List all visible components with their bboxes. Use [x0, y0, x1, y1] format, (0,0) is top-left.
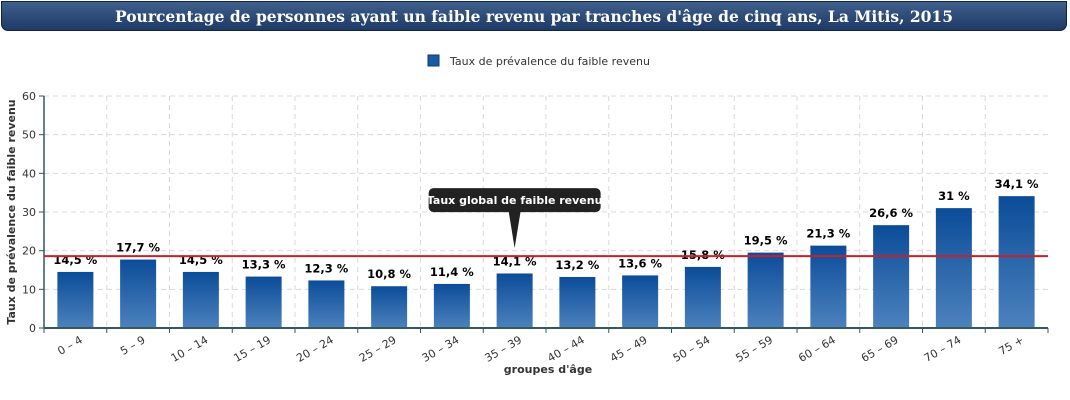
data-label: 10,8 %	[367, 267, 411, 281]
grid	[44, 95, 1048, 328]
data-label: 11,4 %	[430, 265, 474, 279]
tooltip-pointer	[508, 211, 521, 249]
data-label: 34,1 %	[995, 177, 1039, 191]
x-tick-label: 0 – 4	[55, 333, 84, 358]
bar[interactable]	[433, 283, 470, 328]
data-label: 13,3 %	[242, 258, 286, 272]
bar[interactable]	[810, 245, 847, 328]
bar[interactable]	[182, 271, 219, 328]
data-label: 13,6 %	[618, 256, 662, 270]
data-label: 26,6 %	[869, 206, 913, 220]
bar[interactable]	[622, 275, 659, 328]
chart-title: Pourcentage de personnes ayant un faible…	[114, 6, 954, 26]
x-tick-label: 10 – 14	[169, 333, 211, 365]
data-label: 12,3 %	[304, 261, 348, 275]
x-tick-label: 65 – 69	[859, 333, 901, 365]
y-tick-label: 20	[22, 245, 36, 258]
y-tick-label: 50	[22, 129, 36, 142]
bar[interactable]	[120, 259, 157, 328]
data-label: 14,1 %	[493, 254, 537, 268]
y-tick-label: 30	[22, 206, 36, 219]
x-tick-label: 75 +	[996, 333, 1026, 358]
bar[interactable]	[245, 276, 282, 328]
x-tick-label: 50 – 54	[671, 333, 713, 365]
x-tick-label: 60 – 64	[796, 333, 838, 365]
legend[interactable]: Taux de prévalence du faible revenu	[427, 54, 650, 68]
x-tick-label: 25 – 29	[357, 333, 399, 365]
data-label: 21,3 %	[806, 227, 850, 241]
data-label: 31 %	[938, 189, 970, 203]
x-tick-label: 15 – 19	[232, 333, 274, 365]
x-tick-label: 30 – 34	[420, 333, 462, 365]
bar[interactable]	[684, 266, 721, 328]
data-label: 15,8 %	[681, 248, 725, 262]
x-tick-label: 35 – 39	[483, 333, 525, 365]
x-tick-label: 40 – 44	[545, 333, 587, 365]
bars	[57, 196, 1035, 328]
bar[interactable]	[559, 276, 596, 328]
data-label: 13,2 %	[555, 258, 599, 272]
legend-label: Taux de prévalence du faible revenu	[449, 55, 650, 68]
data-label: 19,5 %	[744, 234, 788, 248]
x-tick-label: 45 – 49	[608, 333, 650, 365]
bar[interactable]	[57, 271, 94, 328]
bar[interactable]	[496, 273, 533, 328]
y-tick-label: 40	[22, 167, 36, 180]
chart-title-bar: Pourcentage de personnes ayant un faible…	[1, 1, 1067, 31]
y-tick-label: 10	[22, 283, 36, 296]
bar[interactable]	[371, 286, 408, 328]
x-tick-label: 20 – 24	[294, 333, 336, 365]
tooltip-bubble	[428, 188, 601, 213]
y-tick-label: 0	[29, 322, 36, 335]
bar[interactable]	[873, 225, 910, 328]
data-label: 14,5 %	[53, 253, 97, 267]
x-axis-title: groupes d'âge	[504, 363, 592, 376]
data-label: 14,5 %	[179, 253, 223, 267]
x-tick-label: 5 – 9	[118, 333, 147, 358]
legend-swatch	[427, 54, 440, 67]
bar[interactable]	[747, 252, 784, 328]
x-tick-label: 70 – 74	[922, 333, 964, 365]
y-tick-label: 60	[22, 90, 36, 103]
y-axis-title: Taux de prévalence du faible revenu	[5, 99, 18, 324]
bar[interactable]	[998, 196, 1035, 328]
reference-line-group: Taux global de faible revenu	[44, 188, 1048, 258]
tooltip-label: Taux global de faible revenu	[427, 194, 603, 207]
data-label: 17,7 %	[116, 241, 160, 255]
bar[interactable]	[308, 280, 345, 328]
bar[interactable]	[935, 208, 972, 328]
x-tick-label: 55 – 59	[734, 333, 776, 365]
